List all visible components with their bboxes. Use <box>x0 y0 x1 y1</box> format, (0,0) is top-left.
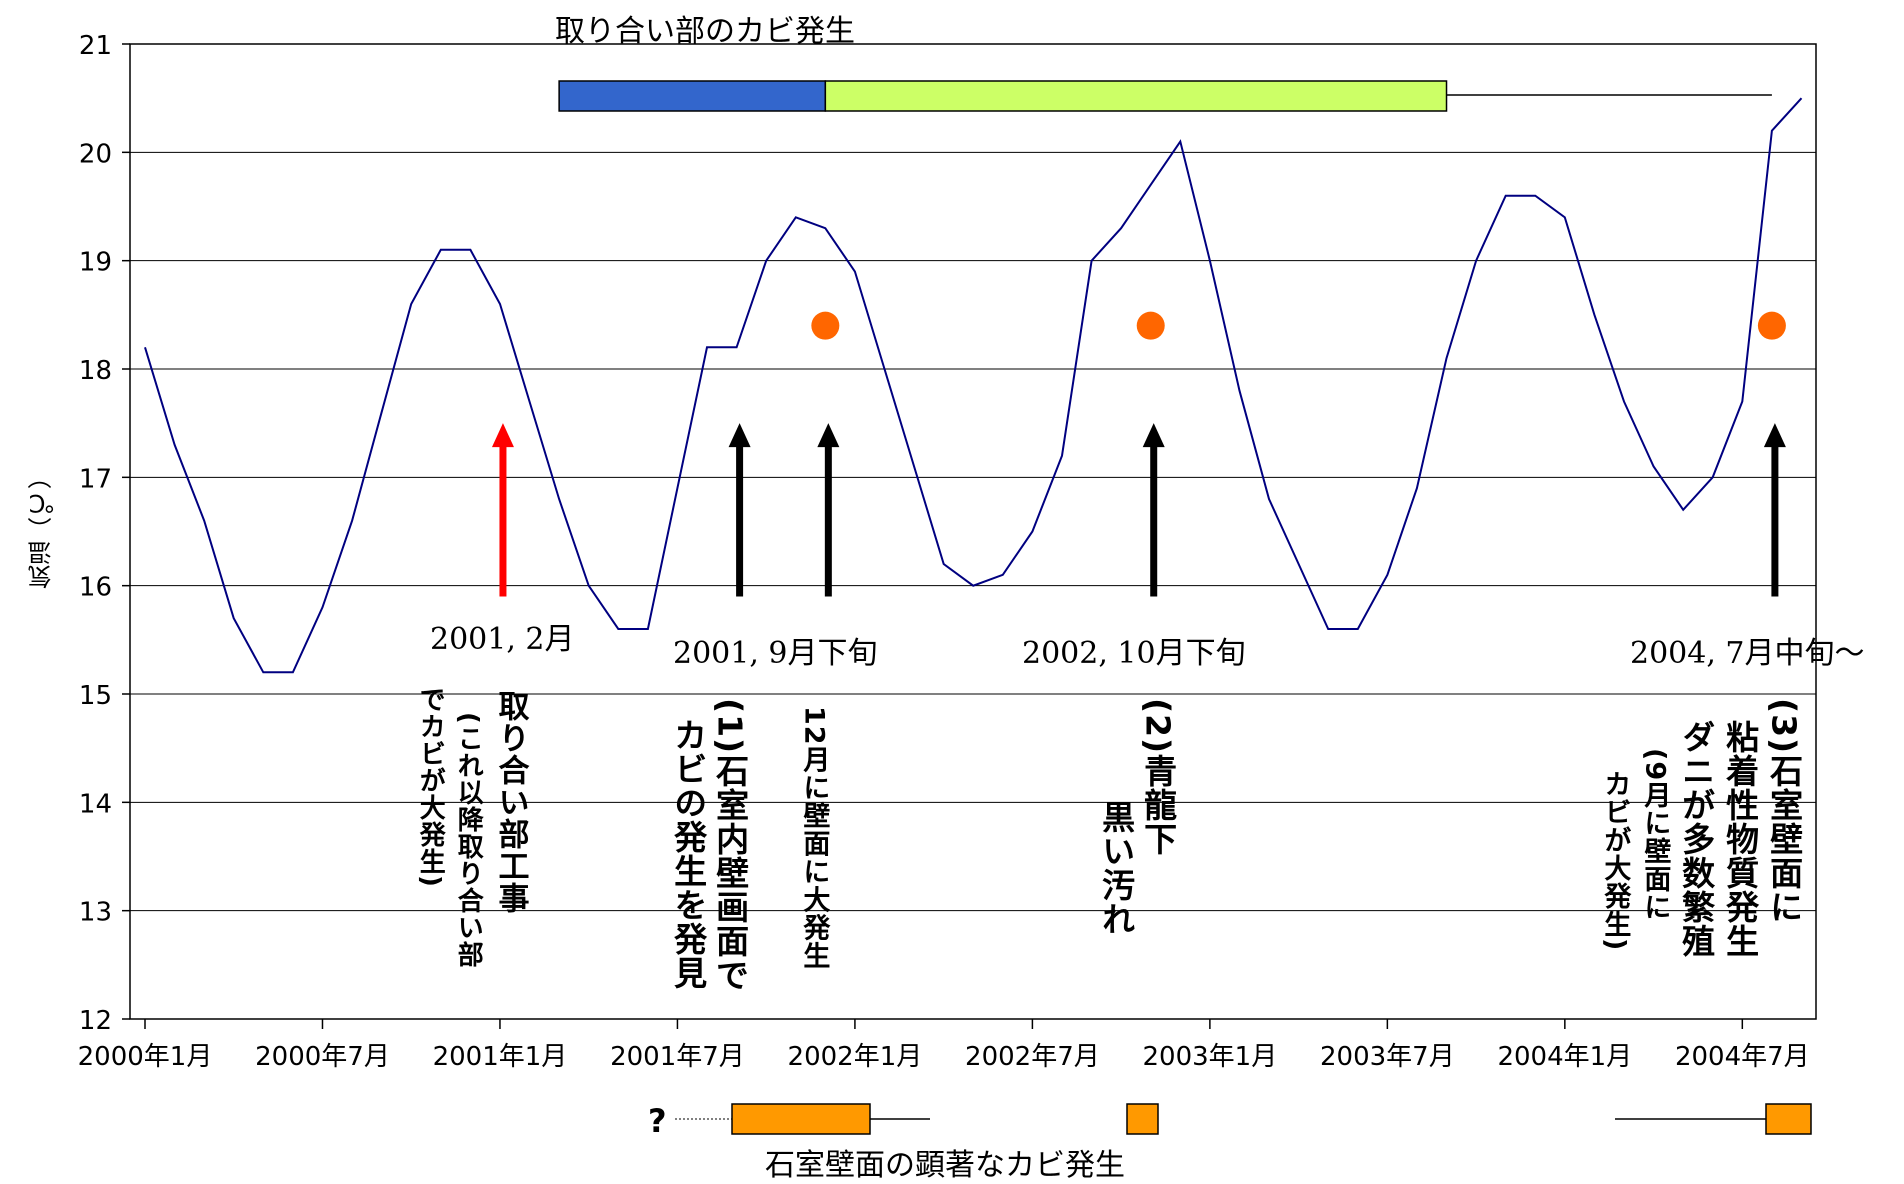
ytick-label-12: 12 <box>79 1006 112 1036</box>
xtick-label-2000年7月: 2000年7月 <box>255 1042 390 1072</box>
temperature-series <box>144 97 1803 674</box>
note-discovery-1: (1)石室内壁画面で <box>710 698 750 993</box>
marker-1 <box>1136 311 1165 340</box>
ytick-label-14: 14 <box>79 789 112 819</box>
xtick-label-2002年1月: 2002年1月 <box>788 1042 923 1072</box>
note-dec-outbreak: 12月に壁面に大発生 <box>798 706 830 970</box>
event-label-2001-09: 2001, 9月下旬 <box>673 636 878 671</box>
arrow-head-1 <box>728 423 751 448</box>
arrow-head-0 <box>491 423 514 448</box>
xtick-label-2001年7月: 2001年7月 <box>610 1042 745 1072</box>
ytick-label-21: 21 <box>79 31 112 61</box>
bottom-title: 石室壁面の顕著なカビ発生 <box>765 1148 1125 1183</box>
ytick-label-15: 15 <box>79 681 112 711</box>
xtick-label-2003年7月: 2003年7月 <box>1320 1042 1455 1072</box>
note-construction-sub1: (これ以降取り合い部 <box>453 712 484 968</box>
bottom-question-mark: ? <box>648 1102 667 1140</box>
ytick-label-13: 13 <box>79 898 112 928</box>
arrow-head-4 <box>1763 423 1786 448</box>
note-stone-3: ダニが多数繁殖 <box>1676 720 1716 958</box>
arrow-head-3 <box>1142 423 1165 448</box>
xtick-label-2002年7月: 2002年7月 <box>965 1042 1100 1072</box>
event-arrows <box>491 423 1786 597</box>
y-axis: 12 13 14 15 16 17 18 19 20 21 <box>79 31 130 1036</box>
temperature-line-0 <box>144 97 1803 674</box>
event-label-2002-10: 2002, 10月下旬 <box>1022 636 1246 671</box>
plot-frame <box>129 43 1817 1020</box>
note-discovery-2: カビの発生を発見 <box>668 718 708 990</box>
xtick-label-2000年1月: 2000年1月 <box>78 1042 213 1072</box>
x-axis: 2000年1月 2000年7月 2001年1月 2001年7月 2002年1月 2002年… <box>78 1019 1810 1072</box>
xtick-label-2004年7月: 2004年7月 <box>1675 1042 1810 1072</box>
ytick-label-19: 19 <box>79 248 112 278</box>
marker-0 <box>811 311 840 340</box>
ytick-label-20: 20 <box>79 139 112 169</box>
xtick-label-2001年1月: 2001年1月 <box>433 1042 568 1072</box>
arrow-head-2 <box>817 423 840 448</box>
ytick-label-18: 18 <box>79 356 112 386</box>
note-stone-4: (9月に壁面に <box>1639 748 1671 922</box>
event-label-2001-02: 2001, 2月 <box>430 622 575 657</box>
bottom-bar-2001 <box>731 1103 871 1135</box>
top-bar-segment-1 <box>824 80 1448 112</box>
note-construction-sub2: でカビが大発生) <box>415 686 446 888</box>
chart-title: 取り合い部のカビ発生 <box>555 14 855 49</box>
note-construction: 取り合い部工事 <box>492 690 529 914</box>
marker-2 <box>1757 311 1786 340</box>
ytick-label-17: 17 <box>79 464 112 494</box>
note-stone-2: 粘着性物質発生 <box>1720 720 1760 958</box>
note-seiryu-1: (2)青龍下 <box>1138 698 1178 857</box>
event-label-2004-07: 2004, 7月中旬～ <box>1630 636 1865 671</box>
xtick-label-2003年1月: 2003年1月 <box>1143 1042 1278 1072</box>
orange-markers <box>811 311 1786 340</box>
note-stone-5: カビが大発生) <box>1599 770 1631 952</box>
bottom-bar-2002 <box>1126 1103 1159 1135</box>
xtick-label-2004年1月: 2004年1月 <box>1497 1042 1632 1072</box>
top-bar-segment-0 <box>558 80 827 112</box>
grid-lines <box>130 151 1816 912</box>
bottom-mold-bar: ? <box>648 1102 1812 1140</box>
ytick-label-16: 16 <box>79 573 112 603</box>
note-stone-1: (3)石室壁面に <box>1764 698 1804 925</box>
bottom-bar-2004 <box>1765 1103 1812 1135</box>
top-mold-bar <box>558 80 1772 112</box>
y-axis-title: 気温（℃） <box>28 465 56 589</box>
note-seiryu-2: 黒い汚れ <box>1096 800 1136 936</box>
